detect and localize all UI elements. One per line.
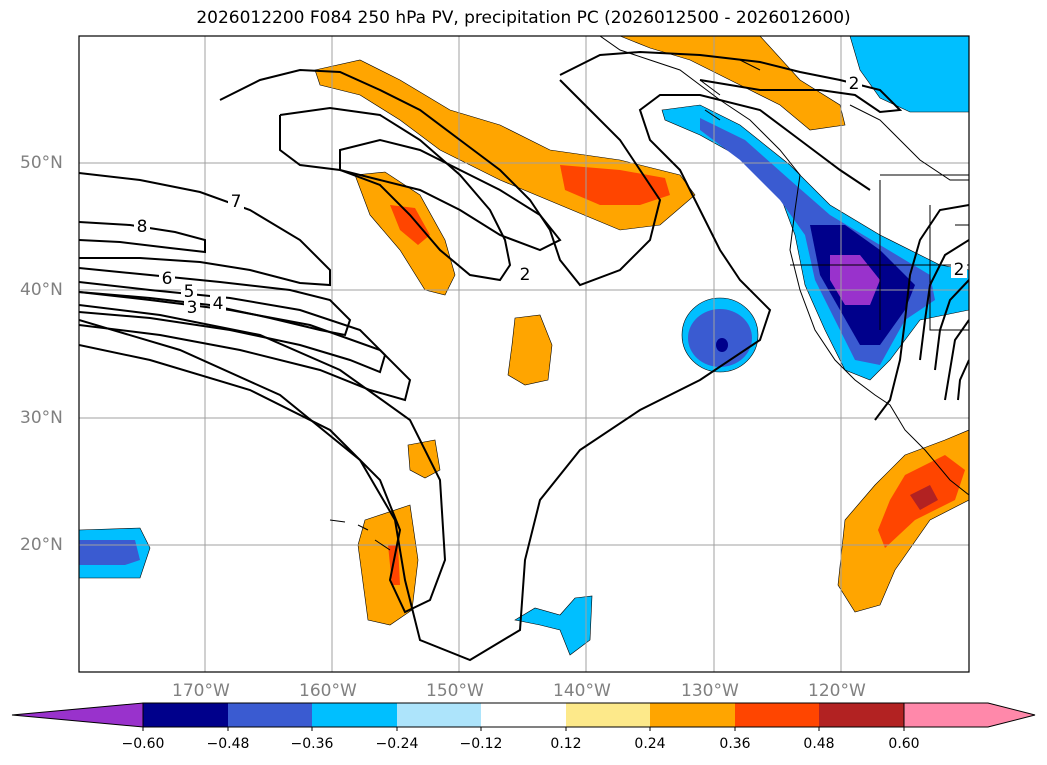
pv-contour-7: [79, 172, 331, 287]
lat-label-40n: 40°N: [20, 280, 63, 300]
lon-label-160w: 160°W: [299, 681, 357, 701]
colorbar-bin: [566, 703, 650, 727]
plot-title: 2026012200 F084 250 hPa PV, precipitatio…: [196, 8, 851, 28]
lon-label-140w: 140°W: [553, 681, 611, 701]
pv-contour-3: [79, 304, 447, 614]
colorbar-tick-label: 0.24: [634, 736, 666, 752]
lon-label-130w: 130°W: [681, 681, 739, 701]
colorbar-tick-label: 0.48: [803, 736, 835, 752]
pv-label-6: 6: [162, 269, 173, 289]
coastlines: [329, 36, 969, 551]
colorbar-bin: [228, 703, 312, 727]
colorbar-tick-label: −0.12: [459, 736, 503, 752]
colorbar-bin: [650, 703, 735, 727]
pv-contour-inner: [279, 106, 512, 282]
graticule: [79, 36, 969, 672]
precip-positive-gulf: [619, 36, 846, 131]
colorbar-bin: [819, 703, 904, 727]
pv-contour-east-trough: [874, 204, 969, 421]
precip-negative-ne-corner: [849, 36, 969, 113]
pv-label-2-center: 2: [520, 265, 531, 285]
lon-label-120w: 120°W: [808, 681, 866, 701]
pv-contour-labels: 8 7 6 5 4 3 2 2 2: [134, 74, 967, 318]
colorbar-tick-label: 0.12: [550, 736, 582, 752]
pv-label-4: 4: [213, 294, 224, 314]
pv-label-2-north: 2: [849, 74, 860, 94]
lat-label-20n: 20°N: [20, 535, 63, 555]
pv-contour-east-4: [944, 319, 969, 401]
colorbar-bin: [397, 703, 481, 727]
pv-contour-east-2: [919, 239, 969, 361]
precip-negative-offshore-max: [716, 338, 728, 352]
colorbar-extend-low: [11, 702, 144, 728]
pv-label-7: 7: [231, 192, 242, 212]
colorbar-tick-label: 0.36: [719, 736, 751, 752]
colorbar-bin: [481, 703, 566, 727]
colorbar-tick-label: 0.60: [888, 736, 920, 752]
colorbar-tick-label: −0.24: [375, 736, 419, 752]
pv-label-2-east: 2: [954, 260, 965, 280]
lat-label-30n: 30°N: [20, 408, 63, 428]
pv-label-8: 8: [137, 217, 148, 237]
precip-negative-south: [514, 595, 593, 656]
colorbar-extend-high: [903, 702, 1036, 728]
precip-positive-small: [407, 439, 441, 479]
pv-contour-east-5: [957, 359, 969, 401]
pv-contour-trough: [219, 68, 662, 287]
lat-label-50n: 50°N: [20, 153, 63, 173]
colorbar-bin: [312, 703, 397, 727]
precip-negative-max: [830, 255, 880, 305]
pv-label-5: 5: [184, 282, 195, 302]
lon-label-150w: 150°W: [426, 681, 484, 701]
pv-contour-east-3: [934, 279, 969, 371]
precip-positive-hawaii: [357, 504, 419, 626]
map-panel: 8 7 6 5 4 3 2 2 2: [79, 36, 969, 672]
colorbar-tick-label: −0.60: [121, 736, 165, 752]
colorbar: [11, 702, 1036, 731]
precip-positive-central-max: [390, 205, 430, 245]
pv-label-3: 3: [187, 298, 198, 318]
colorbar-tick-label: −0.48: [206, 736, 250, 752]
precip-positive-mexico-max: [910, 485, 938, 510]
precip-positive-south-cell: [507, 314, 553, 386]
precip-negative-offshore-core: [688, 309, 752, 367]
pv-contour-2-west: [79, 94, 871, 662]
colorbar-bin: [735, 703, 819, 727]
map-frame: [78, 35, 970, 673]
colorbar-tick-label: −0.36: [290, 736, 334, 752]
colorbar-bin: [143, 703, 228, 727]
pv-contour-ridge: [339, 138, 562, 252]
lon-label-170w: 170°W: [172, 681, 230, 701]
precip-negative-west-core: [79, 540, 140, 565]
